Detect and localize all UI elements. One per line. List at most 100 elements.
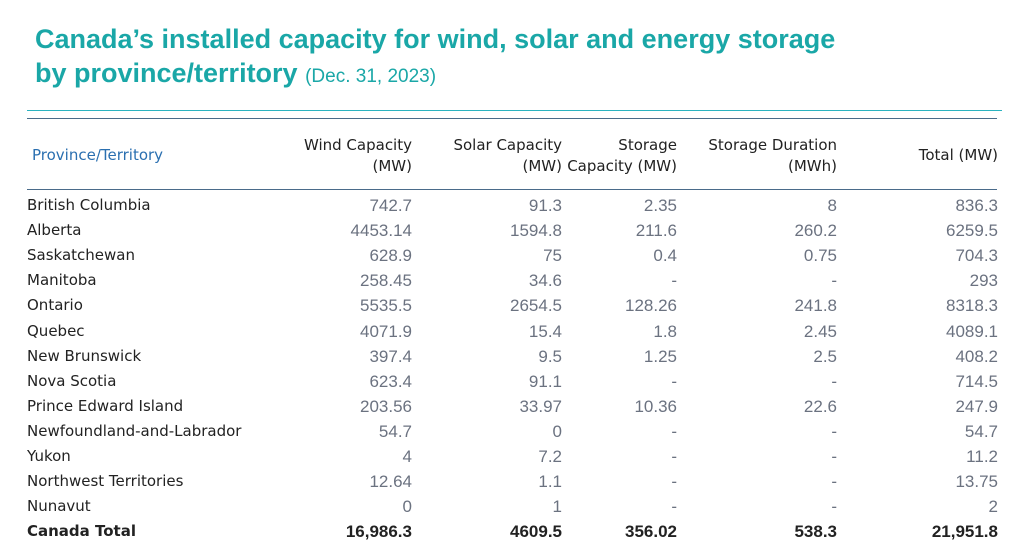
- cell-province: Prince Edward Island: [27, 396, 184, 415]
- cell-wind: 4071.9: [360, 321, 412, 341]
- table-row: British Columbia 742.7 91.3 2.35 8 836.3: [0, 193, 1024, 218]
- cell-wind: 12.64: [369, 472, 412, 492]
- header-total: Total (MW): [918, 146, 998, 164]
- cell-wind: 0: [402, 497, 412, 517]
- cell-province: Alberta: [27, 221, 82, 240]
- cell-solar: 91.3: [528, 196, 562, 215]
- cell-total: 4089.1: [946, 321, 998, 341]
- header-wind-line1: Wind Capacity: [303, 136, 412, 154]
- cell-wind: 742.7: [369, 196, 412, 215]
- table-row: Saskatchewan 628.9 75 0.4 0.75 704.3: [0, 243, 1024, 268]
- table-row: Northwest Territories 12.64 1.1 - - 13.75: [0, 469, 1024, 494]
- page-title: Canada’s installed capacity for wind, so…: [35, 22, 835, 94]
- cell-duration: 2.45: [803, 321, 837, 341]
- cell-wind: 623.4: [369, 371, 412, 391]
- table-row: Newfoundland-and-Labrador 54.7 0 - - 54.7: [0, 419, 1024, 444]
- table-row: Yukon 4 7.2 - - 11.2: [0, 444, 1024, 469]
- cell-total: 293: [969, 271, 998, 291]
- cell-duration: -: [831, 472, 837, 492]
- cell-storage: 211.6: [635, 221, 677, 241]
- cell-solar: 15.4: [528, 321, 562, 341]
- table-row: Prince Edward Island 203.56 33.97 10.36 22.6…: [0, 394, 1024, 419]
- cell-storage: -: [671, 371, 677, 391]
- cell-duration: -: [831, 497, 837, 517]
- cell-solar: 1594.8: [510, 221, 562, 241]
- cell-duration: 260.2: [794, 221, 837, 241]
- cell-duration: -: [831, 271, 837, 291]
- cell-total: 408.2: [955, 346, 998, 366]
- cell-province: Northwest Territories: [27, 472, 184, 491]
- cell-province: Newfoundland-and-Labrador: [27, 421, 242, 440]
- cell-solar: 9.5: [538, 346, 562, 366]
- cell-storage: 128.26: [625, 296, 677, 316]
- cell-duration: 241.8: [794, 296, 837, 316]
- cell-wind: 4: [402, 447, 412, 466]
- header-solar-line2: (MW): [522, 157, 562, 175]
- cell-wind: 5535.5: [360, 296, 412, 316]
- cell-storage: -: [671, 421, 677, 441]
- cell-duration: -: [831, 421, 837, 441]
- cell-duration: 2.5: [813, 346, 837, 366]
- cell-storage: -: [671, 472, 677, 492]
- cell-province: Manitoba: [27, 271, 97, 290]
- title-line-2-text: by province/territory: [35, 58, 298, 88]
- cell-storage: -: [671, 271, 677, 291]
- cell-duration: 8: [827, 196, 837, 215]
- cell-solar: 34.6: [528, 271, 562, 291]
- cell-duration: 22.6: [803, 396, 837, 416]
- cell-province: Nova Scotia: [27, 371, 117, 390]
- header-wind-line2: (MW): [372, 157, 412, 175]
- cell-province: British Columbia: [27, 196, 151, 214]
- table-row: Quebec 4071.9 15.4 1.8 2.45 4089.1: [0, 319, 1024, 344]
- cell-province: Ontario: [27, 296, 83, 315]
- header-storage: Storage Capacity (MW): [567, 135, 677, 177]
- cell-solar: 2654.5: [510, 296, 562, 316]
- cell-province: Canada Total: [27, 522, 136, 541]
- cell-solar: 91.1: [528, 371, 562, 391]
- cell-storage: 2.35: [643, 196, 677, 215]
- header-rule: [27, 189, 997, 190]
- cell-storage: 356.02: [625, 522, 677, 542]
- table-row: Alberta 4453.14 1594.8 211.6 260.2 6259.5: [0, 218, 1024, 243]
- header-wind: Wind Capacity (MW): [304, 135, 412, 177]
- header-solar-line1: Solar Capacity: [453, 136, 562, 154]
- title-line-2: by province/territory (Dec. 31, 2023): [35, 56, 835, 94]
- cell-duration: 538.3: [794, 522, 837, 542]
- table-row: Nova Scotia 623.4 91.1 - - 714.5: [0, 369, 1024, 394]
- title-line-1: Canada’s installed capacity for wind, so…: [35, 24, 836, 54]
- cell-province: Nunavut: [27, 497, 91, 516]
- table-row: New Brunswick 397.4 9.5 1.25 2.5 408.2: [0, 344, 1024, 369]
- header-storage-line1: Storage: [618, 136, 677, 154]
- table-top-rule: [27, 118, 997, 119]
- cell-solar: 1: [552, 497, 562, 517]
- table-row: Nunavut 0 1 - - 2: [0, 494, 1024, 519]
- table-total-row: Canada Total 16,986.3 4609.5 356.02 538.3 21,…: [0, 519, 1024, 544]
- cell-total: 13.75: [955, 472, 998, 492]
- cell-wind: 258.45: [360, 271, 412, 291]
- cell-total: 21,951.8: [931, 522, 998, 542]
- cell-storage: -: [671, 447, 677, 466]
- table-row: Ontario 5535.5 2654.5 128.26 241.8 8318.3: [0, 293, 1024, 318]
- top-rule: [27, 110, 1002, 111]
- cell-total: 836.3: [955, 196, 998, 215]
- cell-total: 714.5: [955, 371, 998, 391]
- header-solar: Solar Capacity (MW): [453, 135, 562, 177]
- table-row: Manitoba 258.45 34.6 - - 293: [0, 268, 1024, 293]
- cell-total: 2: [988, 497, 998, 517]
- cell-total: 54.7: [964, 421, 998, 441]
- cell-wind: 628.9: [369, 246, 412, 266]
- cell-wind: 397.4: [369, 346, 412, 366]
- cell-duration: -: [831, 447, 837, 466]
- cell-storage: 1.8: [653, 321, 677, 341]
- cell-total: 704.3: [955, 246, 998, 266]
- cell-total: 11.2: [966, 447, 998, 466]
- cell-total: 8318.3: [946, 296, 998, 316]
- header-duration-line1: Storage Duration: [708, 136, 837, 154]
- cell-wind: 203.56: [360, 396, 412, 416]
- cell-total: 6259.5: [946, 221, 998, 241]
- cell-solar: 0: [552, 421, 562, 441]
- cell-storage: 1.25: [643, 346, 677, 366]
- cell-total: 247.9: [955, 396, 998, 416]
- cell-storage: 10.36: [634, 396, 677, 416]
- title-date: (Dec. 31, 2023): [305, 66, 437, 87]
